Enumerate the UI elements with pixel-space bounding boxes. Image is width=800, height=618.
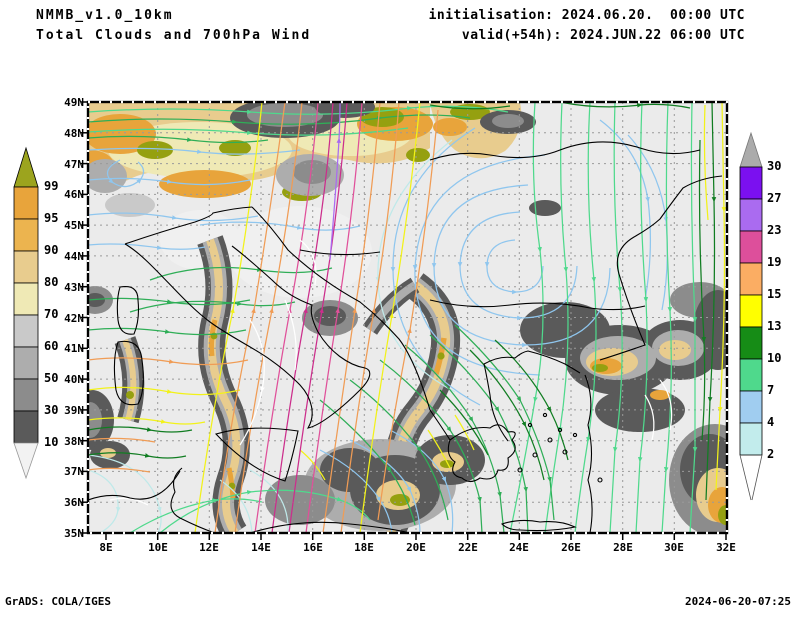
lon-label: 32E <box>716 541 736 554</box>
streamline-layer <box>88 102 727 533</box>
valid-time-label: valid(+54h): 2024.JUN.22 06:00 UTC <box>461 28 745 43</box>
lon-label: 12E <box>199 541 219 554</box>
lat-label: 49N <box>64 96 84 109</box>
cloud-scale-label: 50 <box>44 371 59 385</box>
cloud-colorbar <box>13 146 39 480</box>
grads-credit: GrADS: COLA/IGES <box>5 595 111 608</box>
lon-label: 20E <box>406 541 426 554</box>
cloud-scale-label: 80 <box>44 275 59 289</box>
wind-colorbar <box>739 131 763 501</box>
wind-scale-label: 2 <box>767 447 775 461</box>
lat-label: 48N <box>64 127 84 140</box>
cloud-scale-label: 30 <box>44 403 59 417</box>
product-title: Total Clouds and 700hPa Wind <box>36 28 312 43</box>
lat-label: 44N <box>64 250 84 263</box>
coastline-layer <box>88 141 723 533</box>
lon-label: 14E <box>251 541 271 554</box>
cloud-scale-label: 70 <box>44 307 59 321</box>
lat-label: 38N <box>64 435 84 448</box>
wind-scale-label: 30 <box>767 159 782 173</box>
cloud-scale-label: 60 <box>44 339 59 353</box>
lat-label: 37N <box>64 465 84 478</box>
lon-label: 10E <box>148 541 168 554</box>
cloud-colorbar-arrow-top <box>13 146 39 188</box>
lat-label: 39N <box>64 404 84 417</box>
wind-colorbar-arrow-top <box>739 131 763 168</box>
lat-label: 35N <box>64 527 84 540</box>
wind-scale-label: 10 <box>767 351 782 365</box>
lat-label: 42N <box>64 312 84 325</box>
cloud-scale-label: 10 <box>44 435 59 449</box>
creation-timestamp: 2024-06-20-07:25 <box>685 595 791 608</box>
lat-label: 36N <box>64 496 84 509</box>
lon-label: 18E <box>354 541 374 554</box>
cloud-scale-label: 95 <box>44 211 59 225</box>
wind-scale-label: 4 <box>767 415 775 429</box>
wind-scale-label: 15 <box>767 287 782 301</box>
wind-scale-label: 23 <box>767 223 782 237</box>
cloud-scale-label: 90 <box>44 243 59 257</box>
lon-label: 24E <box>509 541 529 554</box>
map-frame <box>81 100 729 540</box>
wind-colorbar-arrow-bottom <box>739 454 763 501</box>
lat-label: 45N <box>64 219 84 232</box>
lon-label: 30E <box>664 541 684 554</box>
model-title: NMMB_v1.0_10km <box>36 8 174 23</box>
lon-label: 28E <box>613 541 633 554</box>
lon-label: 16E <box>303 541 323 554</box>
lat-label: 41N <box>64 342 84 355</box>
lon-label: 8E <box>99 541 113 554</box>
lon-label: 22E <box>458 541 478 554</box>
cloud-scale-label: 99 <box>44 179 59 193</box>
wind-scale-label: 13 <box>767 319 782 333</box>
wind-scale-label: 19 <box>767 255 782 269</box>
cloud-colorbar-arrow-bottom <box>13 442 39 480</box>
initialisation-label: initialisation: 2024.06.20. 00:00 UTC <box>428 8 745 23</box>
lat-label: 43N <box>64 281 84 294</box>
wind-scale-label: 27 <box>767 191 782 205</box>
lat-label: 46N <box>64 188 84 201</box>
lon-label: 26E <box>561 541 581 554</box>
wind-scale-label: 7 <box>767 383 775 397</box>
lat-label: 40N <box>64 373 84 386</box>
lat-label: 47N <box>64 158 84 171</box>
